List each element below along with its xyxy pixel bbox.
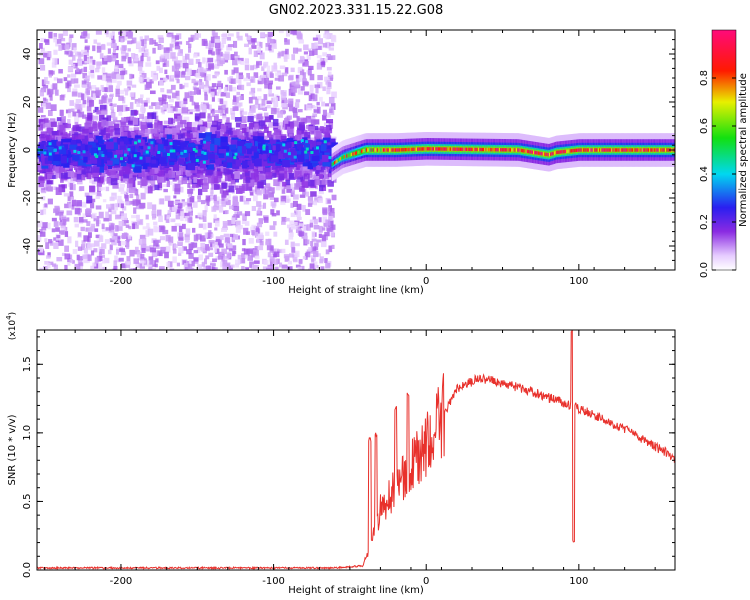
spectrogram-y-tick-label: 20 [22,96,33,109]
colorbar-tick-label: 0.6 [699,118,710,134]
colorbar-tick-label: 0.0 [699,262,710,278]
snr-y-multiplier: (x104) [5,312,18,340]
colorbar-tick-label: 0.2 [699,214,710,230]
colorbar-ticks: 0.0 0.2 0.4 0.6 0.8 [699,70,736,278]
spectrogram-x-tick-label: 100 [569,276,588,287]
snr-y-tick-label: 1.0 [22,425,33,441]
snr-x-tick-label: 100 [569,576,588,587]
spectrogram-y-tick-label: 0 [22,147,33,153]
snr-x-axis-label: Height of straight line (km) [288,585,424,596]
snr-x-tick-label: -100 [262,576,285,587]
colorbar: 0.0 0.2 0.4 0.6 0.8 Normalized spectral ampl… [699,29,749,278]
snr-y-axis-label: SNR (10 * v/v) [7,414,18,485]
snr-x-tick-label: 0 [423,576,429,587]
colorbar-tick-label: 0.8 [699,70,710,86]
colorbar-label: Normalized spectral amplitude [738,73,749,227]
spectrogram-x-tick-label: -100 [262,276,285,287]
spectrogram-y-tick-label: -40 [22,238,33,254]
spectrogram-x-axis-label: Height of straight line (km) [288,285,424,296]
spectrogram-y-axis-label: Frequency (Hz) [7,112,18,188]
snr-y-tick-label: 1.5 [22,356,33,372]
colorbar-gradient [711,29,737,271]
snr-y-tick-label: 0.5 [22,493,33,509]
spectrogram-image [37,30,675,270]
snr-frame [36,329,676,571]
snr-x-tick-label: -200 [110,576,133,587]
snr-y-tick-label: 0.0 [22,562,33,578]
spectrogram-x-tick-label: -200 [110,276,133,287]
spectrogram-x-tick-label: 0 [423,276,429,287]
snr-panel: -200 -100 0 100 0.0 0.5 1.0 1.5 Height of strai… [5,312,676,596]
snr-axes: -200 -100 0 100 0.0 0.5 1.0 1.5 [22,330,675,587]
colorbar-tick-label: 0.4 [699,166,710,182]
spectrogram-y-tick-label: -20 [22,190,33,206]
spectrogram-y-tick-label: 40 [22,48,33,61]
figure-title: GN02.2023.331.15.22.G08 [269,3,444,18]
snr-series-line [37,330,675,570]
